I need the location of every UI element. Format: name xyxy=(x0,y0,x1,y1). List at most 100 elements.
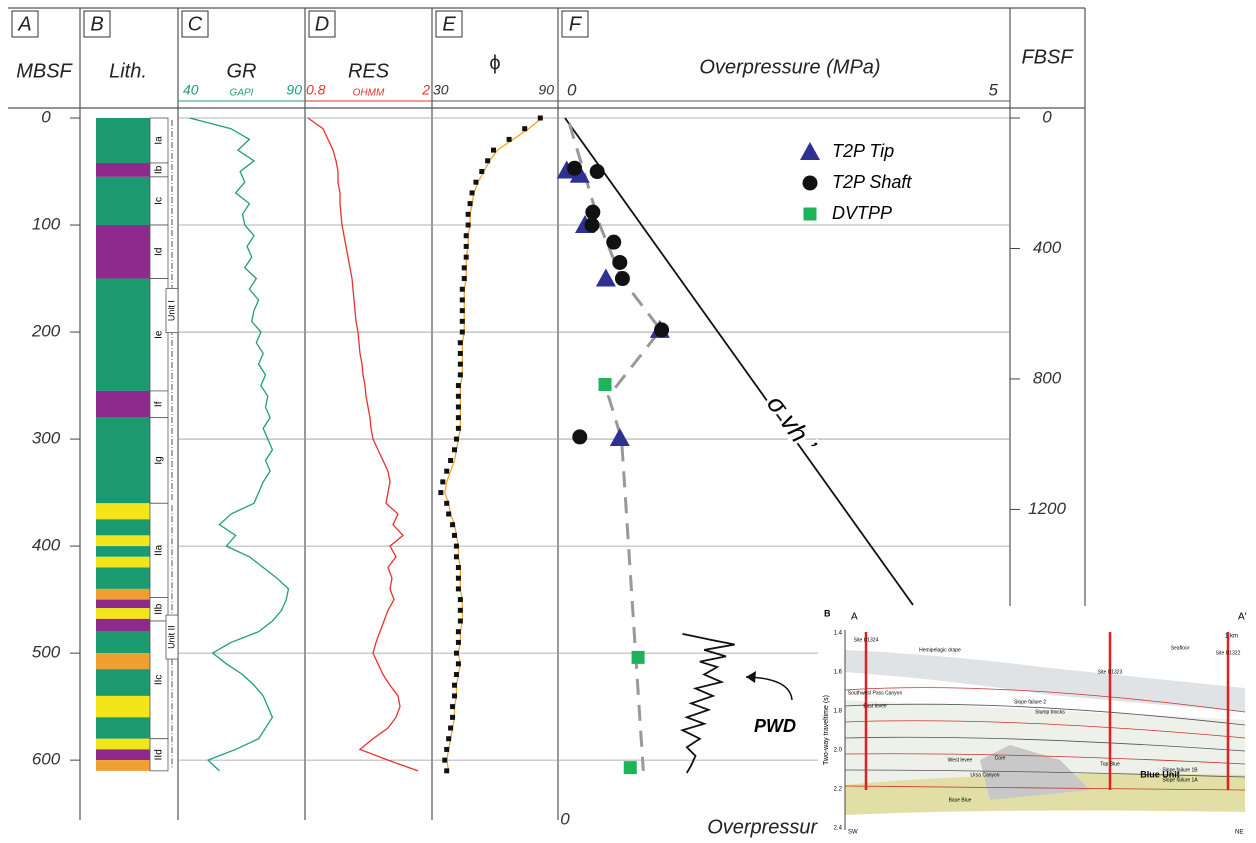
x-tick-label: 5 xyxy=(989,80,999,99)
y-tick-label: 100 xyxy=(32,215,61,234)
log-curve xyxy=(307,117,419,772)
core-point xyxy=(459,329,465,335)
y2-tick-label: 1200 xyxy=(1028,499,1066,518)
line-label: σ vh ’ xyxy=(761,389,823,459)
core-point xyxy=(455,393,461,399)
marker xyxy=(631,650,645,664)
lith-interval xyxy=(96,118,150,163)
inset-reflector xyxy=(844,785,1246,791)
y2-tick-label: 800 xyxy=(1033,368,1062,387)
inset-ytick: 2.4 xyxy=(834,826,843,832)
log-title: ϕ xyxy=(489,52,500,74)
core-point xyxy=(455,661,461,667)
unit-label: IIa xyxy=(154,544,165,556)
inset-sw: SW xyxy=(848,830,858,836)
panel-letter: A xyxy=(17,13,31,35)
inset-ne: NE xyxy=(1235,830,1243,836)
legend-marker xyxy=(803,207,817,221)
unit-label: Ic xyxy=(154,197,165,205)
core-point xyxy=(446,511,452,517)
panel-letter: F xyxy=(569,13,583,35)
lith-interval xyxy=(96,653,150,670)
core-point xyxy=(461,276,467,282)
inset-reflector xyxy=(844,703,1246,726)
inset-label: Top Blue xyxy=(1100,761,1120,767)
lith-interval xyxy=(96,567,150,589)
core-point xyxy=(450,714,456,720)
lith-interval xyxy=(96,749,150,761)
core-point xyxy=(453,650,459,656)
inset-reflector xyxy=(844,736,1246,752)
core-point xyxy=(463,233,469,239)
x-tick-label: 2 xyxy=(421,82,430,98)
lith-interval xyxy=(96,278,150,391)
panel-letter: E xyxy=(442,13,456,35)
inset-label: Core xyxy=(995,755,1006,761)
axis-title: MBSF xyxy=(16,60,73,82)
inset-reflector xyxy=(844,687,1246,713)
legend-label: DVTPP xyxy=(832,203,892,223)
panel-letter-box xyxy=(435,10,463,38)
lith-interval xyxy=(96,535,150,547)
log-title: RES xyxy=(348,60,390,82)
marker xyxy=(567,160,583,176)
inset-label: Slope failure 1B xyxy=(1162,767,1198,773)
core-point xyxy=(463,254,469,260)
log-curve xyxy=(444,117,543,771)
x-tick-label: 90 xyxy=(538,82,554,98)
panel-letter-box xyxy=(11,10,39,38)
lith-interval xyxy=(96,225,150,279)
lith-interval xyxy=(96,738,150,750)
core-point xyxy=(453,672,459,678)
core-point xyxy=(459,286,465,292)
y-tick-label: 0 xyxy=(41,107,51,126)
marker xyxy=(572,429,588,445)
group-box xyxy=(165,288,179,334)
core-point xyxy=(450,522,456,528)
core-point xyxy=(463,243,469,249)
core-point xyxy=(446,736,452,742)
lith-interval xyxy=(96,390,150,418)
lith-interval xyxy=(96,556,150,568)
inset-reflector xyxy=(844,720,1246,739)
unit-label: Id xyxy=(154,248,165,256)
core-point xyxy=(455,425,461,431)
lith-interval xyxy=(96,760,150,771)
core-point xyxy=(457,372,463,378)
core-point xyxy=(455,586,461,592)
core-point xyxy=(473,179,479,185)
core-point xyxy=(461,265,467,271)
y2-tick-label: 0 xyxy=(1042,107,1052,126)
core-point xyxy=(457,350,463,356)
core-point xyxy=(457,618,463,624)
x-tick-label: 40 xyxy=(183,82,199,98)
inset-core xyxy=(980,745,1090,800)
inset-label: Site U1324 xyxy=(854,637,879,643)
core-point xyxy=(457,361,463,367)
lith-interval xyxy=(96,631,150,654)
marker xyxy=(595,268,616,287)
panel-letter-box xyxy=(308,10,336,38)
core-point xyxy=(467,201,473,207)
y-tick-label: 400 xyxy=(32,536,61,555)
core-point xyxy=(450,704,456,710)
marker xyxy=(589,164,605,180)
marker xyxy=(584,217,600,233)
core-point xyxy=(457,340,463,346)
unit-label: If xyxy=(154,401,165,407)
core-point xyxy=(465,222,471,228)
line-label: PWD xyxy=(754,716,796,736)
core-point xyxy=(444,500,450,506)
inset-label: Blue Unit xyxy=(1140,769,1180,779)
marker xyxy=(569,164,590,183)
legend-label: T2P Shaft xyxy=(832,172,912,192)
core-point xyxy=(455,629,461,635)
x-tick-label: 90 xyxy=(286,82,302,98)
log-curve xyxy=(189,117,290,772)
core-point xyxy=(444,768,450,774)
inset-ytick: 2.2 xyxy=(834,787,843,793)
marker xyxy=(585,204,601,220)
unit-label: Ie xyxy=(154,330,165,339)
log-title: GR xyxy=(227,60,257,82)
legend-marker xyxy=(800,142,820,160)
